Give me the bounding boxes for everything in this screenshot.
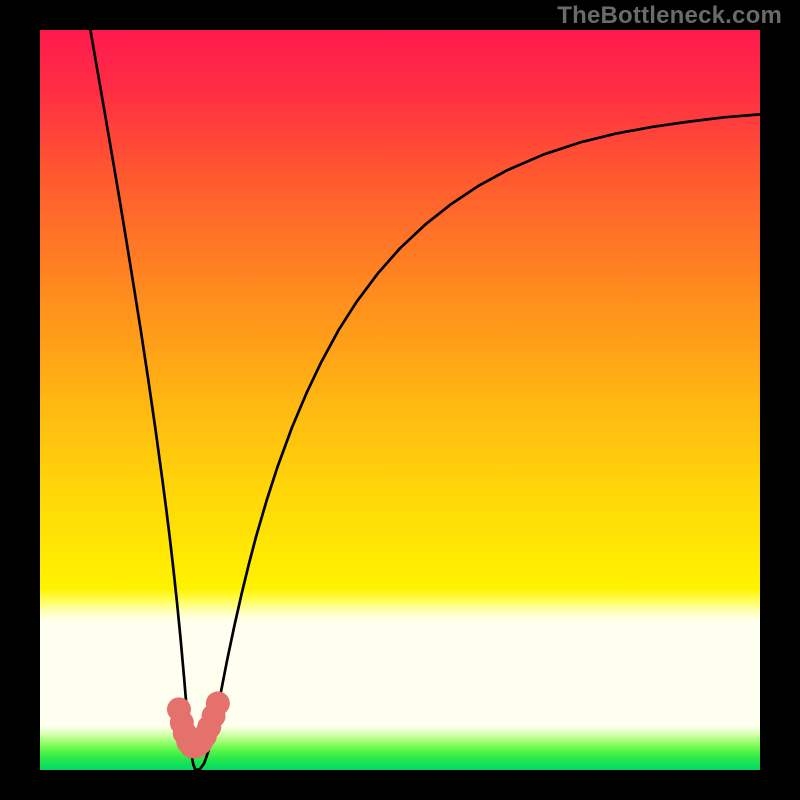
figure-frame: TheBottleneck.com [0,0,800,800]
bottleneck-chart [40,30,760,770]
valley-marker [206,691,230,715]
chart-background [40,30,760,770]
plot-area [40,30,760,770]
watermark-text: TheBottleneck.com [557,2,782,30]
